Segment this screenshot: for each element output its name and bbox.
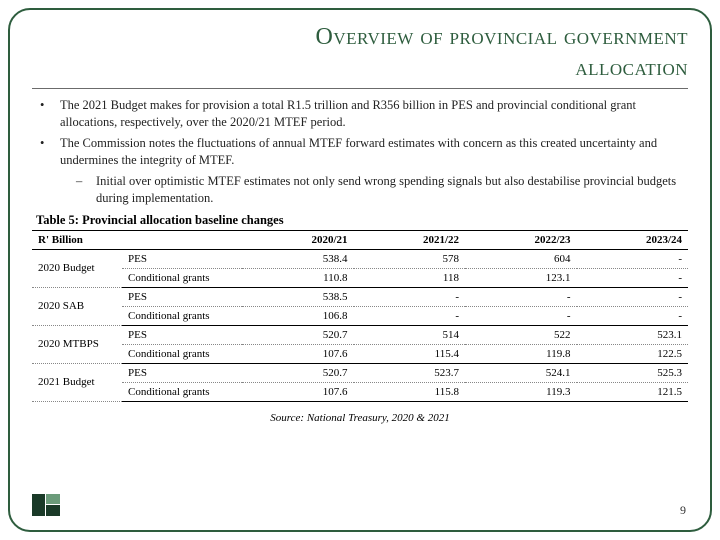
year-header: 2021/22 [354,230,466,249]
data-cell: 538.5 [242,287,354,306]
group-label: 2020 Budget [32,249,122,287]
group-label: 2020 SAB [32,287,122,325]
data-cell: - [465,306,577,325]
subcat-cell: Conditional grants [122,306,242,325]
data-cell: 524.1 [465,363,577,382]
data-cell: 106.8 [242,306,354,325]
data-cell: 115.8 [354,382,466,401]
title-line-2: allocation [575,55,688,81]
year-header: 2023/24 [577,230,689,249]
table-row: 2021 Budget PES 520.7 523.7 524.1 525.3 [32,363,688,382]
data-cell: 514 [354,325,466,344]
bullet-mark: • [40,135,60,169]
year-header: 2020/21 [242,230,354,249]
year-header: 2022/23 [465,230,577,249]
data-cell: 115.4 [354,344,466,363]
data-cell: 119.3 [465,382,577,401]
data-cell: - [354,287,466,306]
group-label: 2020 MTBPS [32,325,122,363]
sub-bullet-item: – Initial over optimistic MTEF estimates… [76,173,682,207]
data-cell: - [577,268,689,287]
sub-bullet-mark: – [76,173,96,207]
data-cell: 107.6 [242,382,354,401]
data-cell: 119.8 [465,344,577,363]
data-cell: - [577,249,689,268]
subcat-cell: PES [122,249,242,268]
table-row: 2020 MTBPS PES 520.7 514 522 523.1 [32,325,688,344]
sub-bullet-text: Initial over optimistic MTEF estimates n… [96,173,682,207]
subcat-cell: Conditional grants [122,268,242,287]
data-cell: 118 [354,268,466,287]
data-cell: 520.7 [242,363,354,382]
bullet-item: • The 2021 Budget makes for provision a … [40,97,682,131]
subcat-cell: PES [122,287,242,306]
data-cell: - [577,306,689,325]
table-row: Conditional grants 107.6 115.8 119.3 121… [32,382,688,401]
data-cell: 520.7 [242,325,354,344]
source-text: Source: National Treasury, 2020 & 2021 [32,412,688,424]
bullet-item: • The Commission notes the fluctuations … [40,135,682,169]
data-cell: 107.6 [242,344,354,363]
data-cell: 604 [465,249,577,268]
data-cell: 522 [465,325,577,344]
subcat-cell: PES [122,363,242,382]
subcat-cell: Conditional grants [122,382,242,401]
table-body: 2020 Budget PES 538.4 578 604 - Conditio… [32,249,688,401]
bullet-mark: • [40,97,60,131]
logo-icon [32,494,60,516]
title-rule [32,88,688,89]
data-cell: - [354,306,466,325]
data-cell: 123.1 [465,268,577,287]
data-cell: 525.3 [577,363,689,382]
table-header-row: R' Billion 2020/21 2021/22 2022/23 2023/… [32,230,688,249]
subcat-cell: PES [122,325,242,344]
slide-title: Overview of provincial government alloca… [32,22,688,84]
data-cell: 523.7 [354,363,466,382]
data-cell: 538.4 [242,249,354,268]
bullet-list: • The 2021 Budget makes for provision a … [32,97,688,206]
data-cell: 121.5 [577,382,689,401]
table-row: Conditional grants 110.8 118 123.1 - [32,268,688,287]
table-row: Conditional grants 106.8 - - - [32,306,688,325]
unit-header: R' Billion [32,230,122,249]
table-title: Table 5: Provincial allocation baseline … [36,213,688,228]
blank-header [122,230,242,249]
slide-frame: Overview of provincial government alloca… [8,8,712,532]
table-row: 2020 Budget PES 538.4 578 604 - [32,249,688,268]
data-cell: - [465,287,577,306]
table-row: 2020 SAB PES 538.5 - - - [32,287,688,306]
table-row: Conditional grants 107.6 115.4 119.8 122… [32,344,688,363]
title-line-1: Overview of provincial government [315,24,688,50]
group-label: 2021 Budget [32,363,122,401]
data-cell: 578 [354,249,466,268]
bullet-text: The Commission notes the fluctuations of… [60,135,682,169]
data-cell: 122.5 [577,344,689,363]
data-cell: 110.8 [242,268,354,287]
data-cell: 523.1 [577,325,689,344]
page-number: 9 [680,503,686,518]
subcat-cell: Conditional grants [122,344,242,363]
allocation-table: R' Billion 2020/21 2021/22 2022/23 2023/… [32,230,688,402]
data-cell: - [577,287,689,306]
bullet-text: The 2021 Budget makes for provision a to… [60,97,682,131]
